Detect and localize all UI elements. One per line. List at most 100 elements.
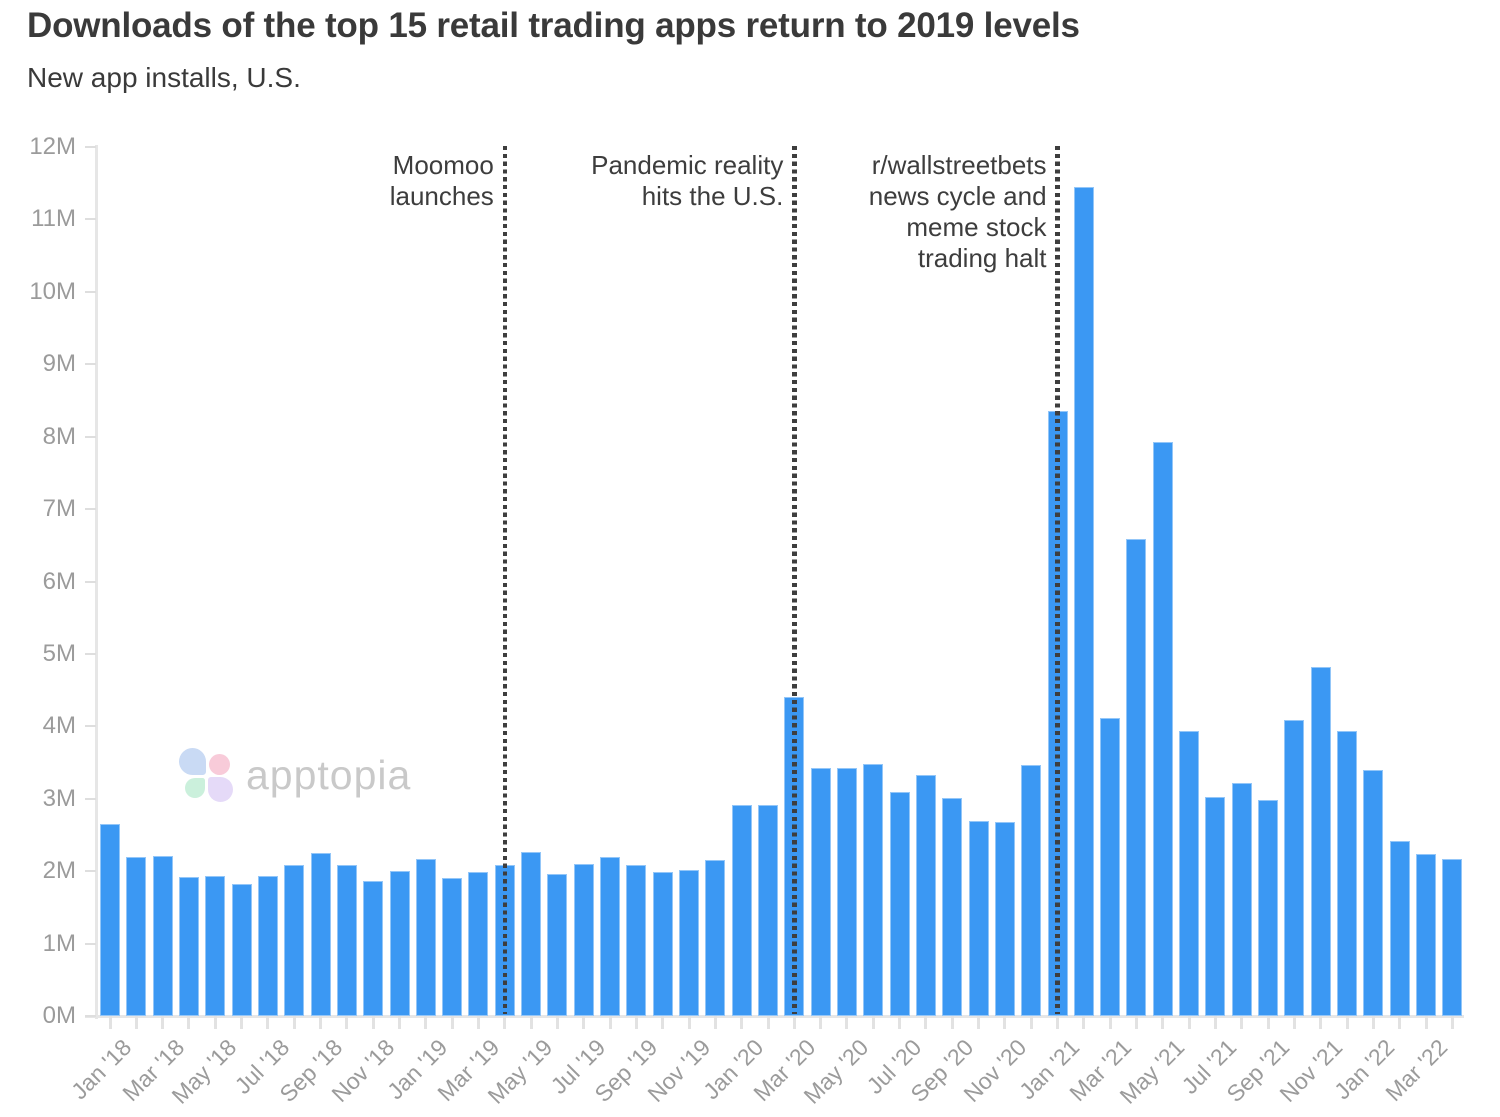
y-tick-label: 0M <box>42 1002 76 1029</box>
annotation-line <box>792 146 797 1014</box>
y-tick-label: 12M <box>29 133 76 160</box>
x-tick <box>319 1016 323 1029</box>
x-tick <box>1213 1016 1217 1029</box>
x-tick <box>450 1016 454 1029</box>
x-tick <box>292 1016 296 1029</box>
annotation-line <box>1055 146 1060 1014</box>
x-axis-line <box>85 1015 1464 1018</box>
bar <box>521 852 542 1016</box>
watermark-text: apptopia <box>246 751 412 798</box>
y-tick <box>85 870 96 873</box>
bar <box>705 860 726 1016</box>
logo-petal-purple <box>208 777 233 802</box>
annotation-text: r/wallstreetbets news cycle and meme stock… <box>869 150 1047 274</box>
x-tick <box>792 1016 796 1029</box>
y-tick-label: 5M <box>42 639 76 667</box>
annotation-text-line: Moomoo <box>392 150 494 180</box>
x-tick <box>424 1016 428 1029</box>
annotation-text-line: hits the U.S. <box>641 181 784 211</box>
bar <box>1363 769 1384 1016</box>
x-tick <box>240 1016 244 1029</box>
bar <box>573 863 594 1016</box>
bar <box>389 871 410 1016</box>
x-tick <box>766 1016 770 1029</box>
watermark: apptopia <box>179 748 411 802</box>
x-tick <box>1029 1016 1033 1029</box>
bar <box>1100 718 1121 1016</box>
y-tick-label: 8M <box>42 422 76 450</box>
x-tick <box>1003 1016 1007 1029</box>
annotation-text-line: trading halt <box>917 243 1047 273</box>
bar <box>468 871 489 1016</box>
x-tick <box>1292 1016 1296 1029</box>
x-tick <box>187 1016 191 1029</box>
bar <box>889 791 910 1016</box>
x-tick <box>845 1016 849 1029</box>
x-tick <box>1371 1016 1375 1029</box>
x-tick <box>1134 1016 1138 1029</box>
chart-subtitle: New app installs, U.S. <box>27 62 301 93</box>
bar <box>968 821 989 1016</box>
bar <box>1205 797 1226 1016</box>
annotation-text-line: r/wallstreetbets <box>871 150 1047 180</box>
y-tick <box>85 652 96 655</box>
bar <box>679 869 700 1016</box>
bar <box>1179 731 1200 1016</box>
bar <box>152 855 173 1016</box>
bar <box>810 767 831 1016</box>
bar <box>336 864 357 1016</box>
logo-petal-pink <box>209 754 230 775</box>
x-tick <box>1161 1016 1165 1029</box>
y-tick <box>85 435 96 438</box>
bar <box>1389 840 1410 1016</box>
x-tick <box>582 1016 586 1029</box>
bar <box>758 805 778 1016</box>
x-tick <box>871 1016 875 1029</box>
x-tick <box>1187 1016 1191 1029</box>
y-tick <box>85 1015 96 1017</box>
bar <box>284 865 305 1016</box>
annotation-text: Moomoo launches <box>390 150 494 212</box>
bar <box>100 824 120 1016</box>
bar <box>1152 441 1173 1016</box>
x-tick <box>898 1016 902 1029</box>
y-tick <box>85 797 96 800</box>
x-tick <box>740 1016 744 1029</box>
bar <box>231 884 252 1016</box>
apptopia-logo-icon <box>179 748 233 802</box>
bar <box>310 853 331 1016</box>
y-tick <box>85 725 96 728</box>
annotation-text: Pandemic reality hits the U.S. <box>591 150 783 212</box>
bar <box>126 856 147 1016</box>
x-tick <box>661 1016 665 1029</box>
x-tick <box>161 1016 165 1029</box>
y-tick <box>85 508 96 511</box>
bar <box>1021 765 1042 1016</box>
x-tick <box>1082 1016 1086 1029</box>
chart-title: Downloads of the top 15 retail trading a… <box>27 6 1080 45</box>
bar <box>1442 858 1463 1016</box>
y-tick-label: 4M <box>42 712 76 740</box>
x-tick <box>608 1016 612 1029</box>
bar <box>1126 538 1147 1016</box>
bar <box>178 876 199 1016</box>
x-tick <box>1319 1016 1323 1029</box>
bar <box>1258 800 1279 1016</box>
bar <box>1416 853 1436 1016</box>
bar <box>1284 719 1305 1016</box>
x-tick <box>476 1016 480 1029</box>
x-tick <box>687 1016 691 1029</box>
x-tick <box>924 1016 928 1029</box>
x-tick <box>1450 1016 1454 1029</box>
bar <box>731 805 752 1016</box>
y-tick-label: 2M <box>42 857 76 885</box>
y-tick-label: 11M <box>31 205 76 233</box>
x-tick <box>108 1016 112 1029</box>
bar <box>626 865 647 1016</box>
annotation-line <box>502 146 508 1014</box>
x-tick <box>1266 1016 1270 1029</box>
bar <box>836 768 857 1016</box>
x-tick <box>1108 1016 1112 1029</box>
